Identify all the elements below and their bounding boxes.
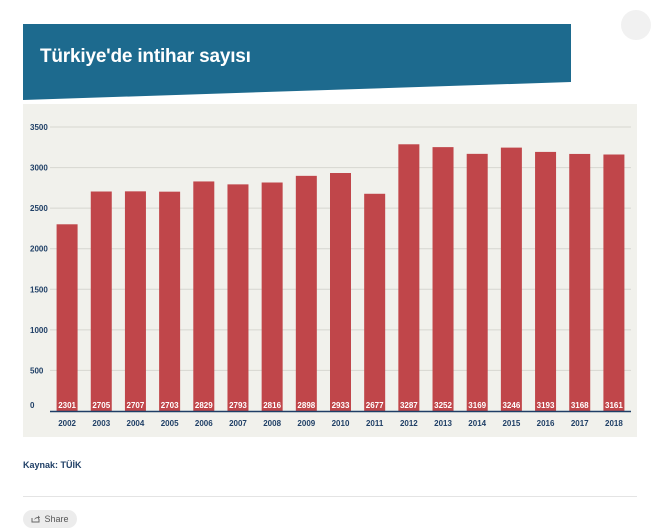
x-tick-label: 2010: [332, 419, 350, 428]
x-tick-label: 2014: [468, 419, 486, 428]
y-tick-label: 1500: [30, 285, 48, 294]
y-tick-label: 1000: [30, 326, 48, 335]
x-tick-label: 2009: [297, 419, 315, 428]
bar-chart: 0 500 1000 1500 2000 2500 3000 3500 2301 2002 2705…: [30, 123, 631, 428]
x-tick-label: 2013: [434, 419, 452, 428]
data-label: 3168: [571, 401, 589, 410]
bar: [56, 224, 78, 411]
x-tick-label: 2006: [195, 419, 213, 428]
bar: [535, 151, 557, 411]
x-tick-label: 2011: [366, 419, 384, 428]
data-label: 2301: [58, 401, 76, 410]
data-label: 2829: [195, 401, 213, 410]
x-tick-label: 2016: [537, 419, 555, 428]
data-label: 2898: [297, 401, 315, 410]
data-label: 3246: [502, 401, 520, 410]
chart-title: Türkiye'de intihar sayısı: [40, 46, 251, 67]
corner-decoration: [621, 10, 651, 40]
bar: [330, 173, 351, 411]
bar: [193, 181, 215, 411]
x-tick-label: 2002: [58, 419, 76, 428]
bar: [261, 182, 283, 411]
data-label: 3193: [537, 401, 555, 410]
data-label: 2703: [161, 401, 179, 410]
y-tick-label: 2500: [30, 204, 48, 213]
x-tick-label: 2008: [263, 419, 281, 428]
bar: [227, 184, 249, 411]
data-label: 2933: [332, 401, 350, 410]
x-tick-label: 2007: [229, 419, 247, 428]
data-label: 2793: [229, 401, 247, 410]
y-tick-label: 2000: [30, 245, 48, 254]
data-label: 3169: [468, 401, 486, 410]
data-label: 3287: [400, 401, 418, 410]
bar: [90, 191, 112, 411]
bar: [364, 193, 386, 411]
divider: [23, 496, 637, 497]
bar: [159, 191, 181, 411]
y-tick-label: 0: [30, 401, 35, 410]
data-label: 3161: [605, 401, 623, 410]
bar: [295, 175, 317, 411]
data-label: 2707: [127, 401, 145, 410]
x-tick-label: 2003: [92, 419, 110, 428]
data-label: 2677: [366, 401, 384, 410]
y-tick-label: 3000: [30, 164, 48, 173]
data-label: 2705: [92, 401, 110, 410]
bar: [603, 154, 625, 411]
share-label: Share: [44, 514, 69, 524]
data-label: 2816: [263, 401, 281, 410]
title-banner: [23, 24, 571, 100]
x-tick-label: 2004: [127, 419, 145, 428]
x-tick-label: 2017: [571, 419, 589, 428]
share-icon: [31, 515, 41, 523]
x-tick-label: 2012: [400, 419, 418, 428]
bar: [569, 153, 591, 411]
chart-panel: 0 500 1000 1500 2000 2500 3000 3500 2301 2002 2705…: [23, 104, 637, 437]
bar: [466, 153, 488, 411]
bar: [124, 191, 146, 411]
bar: [398, 144, 420, 411]
x-tick-label: 2005: [161, 419, 179, 428]
x-tick-label: 2015: [502, 419, 520, 428]
data-label: 3252: [434, 401, 452, 410]
x-tick-label: 2018: [605, 419, 623, 428]
y-tick-label: 3500: [30, 123, 48, 132]
share-button[interactable]: Share: [23, 510, 77, 528]
bar: [500, 147, 522, 411]
source-label: Kaynak: TÜİK: [23, 460, 82, 470]
y-tick-label: 500: [30, 366, 44, 375]
bar: [432, 147, 454, 412]
